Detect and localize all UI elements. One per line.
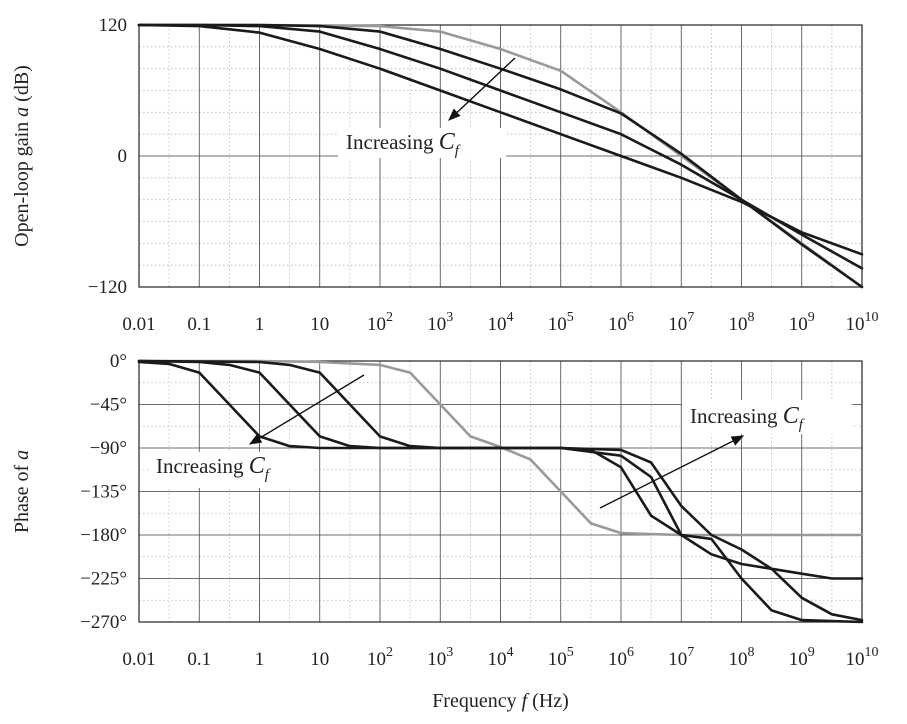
x-tick-label: 1010 <box>846 645 879 670</box>
x-tick-label: 107 <box>668 645 694 670</box>
annotation-increasing-cf-bg <box>338 128 506 158</box>
x-tick-label: 107 <box>668 310 694 335</box>
x-tick-label: 109 <box>789 645 815 670</box>
y-axis-label: Open-loop gain a (dB) <box>11 65 33 247</box>
y-tick-label: 0° <box>110 351 127 372</box>
x-tick-label: 1 <box>255 314 265 335</box>
y-tick-label: −225° <box>80 569 127 590</box>
x-tick-label: 108 <box>729 645 755 670</box>
gain-plot-panel: 0.01 0.1 1 10 102 103 104 105 106 107 108 109 1010 12… <box>11 15 879 335</box>
series-line-3 <box>137 23 864 256</box>
y-tick-label: −45° <box>90 395 127 416</box>
plot-frame <box>138 360 863 623</box>
annotation-increasing-cf-0-bg <box>150 452 315 488</box>
x-tick-label: 102 <box>367 645 393 670</box>
y-tick-label: −120 <box>88 277 127 298</box>
annotation-increasing-cf-1-arrow <box>599 435 745 509</box>
x-tick-label: 109 <box>789 310 815 335</box>
y-tick-label: −270° <box>80 612 127 633</box>
y-tick-label: −90° <box>90 438 127 459</box>
x-tick-label: 104 <box>488 645 514 670</box>
series-line-2 <box>137 23 864 270</box>
x-tick-label: 103 <box>427 645 453 670</box>
annotation-increasing-cf-1-bg <box>682 400 852 434</box>
x-tick-label: 0.01 <box>122 314 155 335</box>
x-tick-label: 0.1 <box>187 649 211 670</box>
x-tick-label: 10 <box>310 649 329 670</box>
series-line-3 <box>137 360 864 624</box>
x-tick-label: 10 <box>310 314 329 335</box>
y-axis-label: Phase of a <box>11 450 33 533</box>
y-tick-label: −135° <box>80 482 127 503</box>
x-tick-label: 106 <box>608 310 634 335</box>
x-tick-label: 108 <box>729 310 755 335</box>
x-tick-label: 106 <box>608 645 634 670</box>
x-tick-label: 105 <box>548 645 574 670</box>
phase-plot-panel: 0.01 0.1 1 10 102 103 104 105 106 107 108 109 1010 0°… <box>11 351 879 712</box>
x-tick-label: 105 <box>548 310 574 335</box>
x-tick-label: 1 <box>255 649 265 670</box>
x-tick-label: 104 <box>488 310 514 335</box>
x-tick-label: 0.01 <box>122 649 155 670</box>
y-tick-label: 0 <box>118 146 128 167</box>
x-tick-label: 102 <box>367 310 393 335</box>
x-tick-label: 0.1 <box>187 314 211 335</box>
x-tick-label: 103 <box>427 310 453 335</box>
x-tick-label: 1010 <box>846 310 879 335</box>
annotation-increasing-cf-arrow <box>448 57 516 121</box>
annotation-increasing-cf-0-arrow <box>248 374 365 445</box>
y-tick-label: −180° <box>80 525 127 546</box>
plot-frame <box>138 24 863 288</box>
x-axis-label: Frequency f (Hz) <box>432 690 569 712</box>
y-tick-label: 120 <box>99 15 128 36</box>
